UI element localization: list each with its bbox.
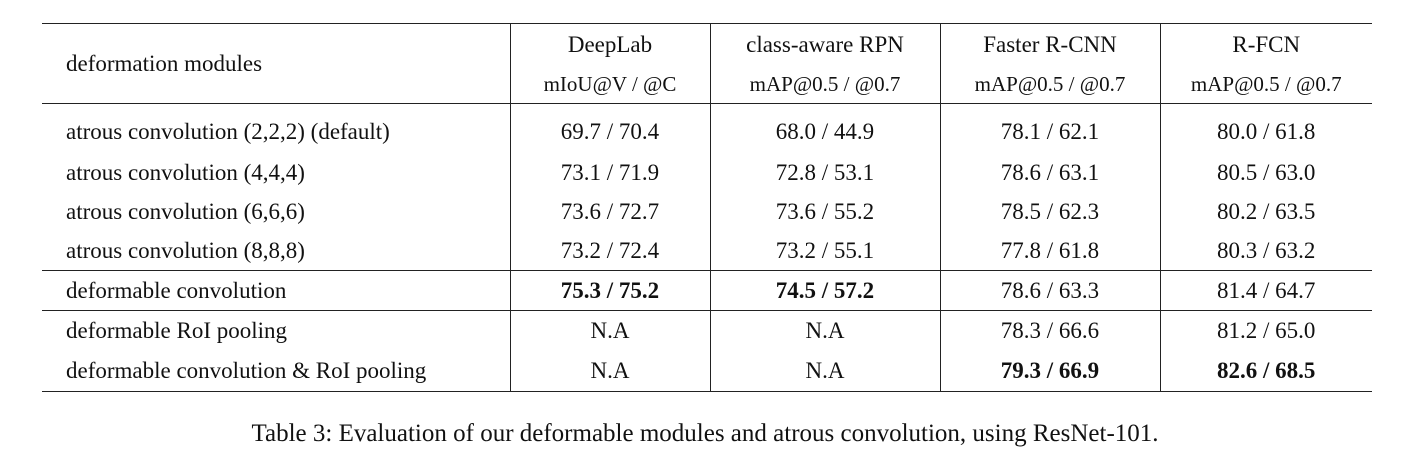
cell: 81.4 / 64.7: [1159, 270, 1372, 311]
row: atrous convolution (6,6,6) 73.6 / 72.7 7…: [42, 192, 1372, 232]
cell: 75.3 / 75.2: [509, 270, 710, 311]
cell: 74.5 / 57.2: [709, 270, 940, 311]
column-metric: mAP@0.5 / @0.7: [974, 71, 1126, 96]
header-row: deformation modules DeepLab mIoU@V / @C c…: [42, 23, 1372, 104]
row: deformable RoI pooling N.A N.A 78.3 / 66…: [42, 310, 1372, 352]
cell: 80.5 / 63.0: [1159, 153, 1372, 193]
row-label: deformable convolution: [42, 270, 510, 311]
cell: 78.6 / 63.3: [939, 270, 1160, 311]
column-header: Faster R-CNN mAP@0.5 / @0.7: [939, 23, 1160, 104]
row-label: deformable convolution & RoI pooling: [42, 351, 510, 392]
cell: 78.5 / 62.3: [939, 192, 1160, 232]
cell: 79.3 / 66.9: [939, 351, 1160, 392]
cell: 80.2 / 63.5: [1159, 192, 1372, 232]
cell: 80.0 / 61.8: [1159, 103, 1372, 154]
results-table: deformation modules DeepLab mIoU@V / @C c…: [42, 23, 1372, 392]
column-header: class-aware RPN mAP@0.5 / @0.7: [709, 23, 940, 104]
cell: 80.3 / 63.2: [1159, 231, 1372, 271]
cell: 73.1 / 71.9: [509, 153, 710, 193]
cell: N.A: [509, 310, 710, 352]
cell: 78.3 / 66.6: [939, 310, 1160, 352]
cell: 73.6 / 55.2: [709, 192, 940, 232]
column-metric: mIoU@V / @C: [543, 71, 677, 96]
row: deformable convolution 75.3 / 75.2 74.5 …: [42, 270, 1372, 311]
cell: 72.8 / 53.1: [709, 153, 940, 193]
row-label: atrous convolution (2,2,2) (default): [42, 103, 510, 154]
row-label: atrous convolution (6,6,6): [66, 199, 305, 224]
corner-header: deformation modules: [42, 23, 510, 104]
cell: 78.6 / 63.1: [939, 153, 1160, 193]
cell: N.A: [509, 351, 710, 392]
row: atrous convolution (4,4,4) 73.1 / 71.9 7…: [42, 153, 1372, 193]
cell: 73.6 / 72.7: [509, 192, 710, 232]
cell: 78.1 / 62.1: [939, 103, 1160, 154]
cell: 73.2 / 72.4: [509, 231, 710, 271]
cell: 68.0 / 44.9: [709, 103, 940, 154]
cell: 82.6 / 68.5: [1159, 351, 1372, 392]
cell: 81.2 / 65.0: [1159, 310, 1372, 352]
row: atrous convolution (8,8,8) 73.2 / 72.4 7…: [42, 231, 1372, 271]
row-label: atrous convolution (4,4,4): [66, 160, 305, 185]
column-name: DeepLab: [567, 31, 653, 57]
column-name: Faster R-CNN: [983, 31, 1117, 57]
row-label: atrous convolution (8,8,8): [66, 237, 305, 263]
row-label: deformable RoI pooling: [42, 310, 510, 352]
column-name: class-aware RPN: [746, 31, 904, 57]
cell: N.A: [709, 351, 940, 392]
column-name: R-FCN: [1232, 31, 1301, 57]
cell: 77.8 / 61.8: [939, 231, 1160, 271]
column-header: R-FCN mAP@0.5 / @0.7: [1159, 23, 1372, 104]
row: atrous convolution (2,2,2) (default) 69.…: [42, 103, 1372, 154]
column-metric: mAP@0.5 / @0.7: [749, 71, 901, 96]
table-caption: Table 3: Evaluation of our deformable mo…: [251, 420, 1159, 447]
cell: 73.2 / 55.1: [709, 231, 940, 271]
column-metric: mAP@0.5 / @0.7: [1190, 71, 1342, 96]
column-header: DeepLab mIoU@V / @C: [509, 23, 710, 104]
row: deformable convolution & RoI pooling N.A…: [42, 351, 1372, 392]
cell: N.A: [709, 310, 940, 352]
cell: 69.7 / 70.4: [509, 103, 710, 154]
